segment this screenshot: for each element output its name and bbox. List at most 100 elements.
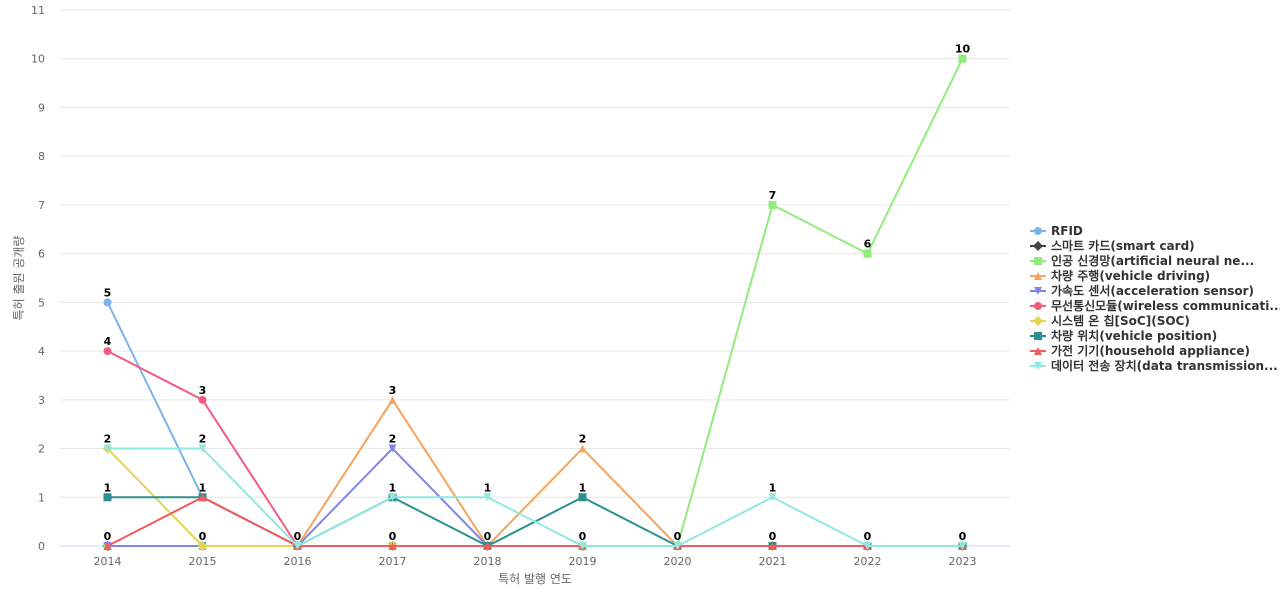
legend-label: RFID bbox=[1051, 224, 1083, 238]
data-label: 10 bbox=[955, 43, 971, 56]
legend-marker[interactable] bbox=[1034, 257, 1042, 265]
data-label: 1 bbox=[579, 481, 587, 494]
legend-label: 시스템 온 칩[SoC](SOC) bbox=[1051, 313, 1190, 328]
legend-item[interactable]: 무선통신모듈(wireless communicati... bbox=[1030, 298, 1280, 313]
legend-label: 가전 기기(household appliance) bbox=[1051, 343, 1250, 358]
legend-item[interactable]: 데이터 전송 장치(data transmission... bbox=[1030, 358, 1278, 373]
legend-marker[interactable] bbox=[1033, 316, 1043, 326]
data-point[interactable] bbox=[958, 542, 967, 550]
data-point[interactable] bbox=[673, 542, 682, 550]
legend-marker[interactable] bbox=[1034, 287, 1042, 295]
data-point[interactable] bbox=[388, 395, 397, 404]
data-label: 0 bbox=[579, 530, 587, 543]
y-tick-label: 8 bbox=[38, 150, 45, 163]
data-label: 0 bbox=[769, 530, 777, 543]
data-point[interactable] bbox=[863, 542, 872, 550]
data-point[interactable] bbox=[483, 542, 492, 550]
data-label: 2 bbox=[199, 433, 207, 446]
data-label: 1 bbox=[484, 481, 492, 494]
legend-label: 인공 신경망(artificial neural ne... bbox=[1051, 253, 1254, 268]
data-point[interactable] bbox=[578, 444, 587, 453]
data-point[interactable] bbox=[103, 542, 112, 550]
y-tick-label: 11 bbox=[31, 4, 45, 17]
gridlines bbox=[60, 9, 1010, 498]
data-point[interactable] bbox=[863, 249, 872, 258]
series-line bbox=[107, 496, 963, 547]
x-tick-label: 2021 bbox=[759, 555, 787, 568]
data-label: 2 bbox=[579, 433, 587, 446]
y-tick-label: 10 bbox=[31, 53, 45, 66]
x-axis-title: 특허 발행 연도 bbox=[498, 571, 572, 586]
legend-item[interactable]: 스마트 카드(smart card) bbox=[1030, 238, 1195, 253]
series-lines bbox=[102, 54, 968, 551]
data-label: 2 bbox=[389, 433, 397, 446]
data-point[interactable] bbox=[768, 493, 777, 502]
data-label: 3 bbox=[389, 384, 397, 397]
data-label: 6 bbox=[864, 238, 872, 251]
data-point[interactable] bbox=[578, 493, 587, 502]
data-label: 5 bbox=[104, 286, 112, 299]
data-point[interactable] bbox=[388, 542, 397, 550]
x-tick-label: 2018 bbox=[474, 555, 502, 568]
data-label: 0 bbox=[294, 530, 302, 543]
series-4 bbox=[103, 395, 967, 550]
data-point[interactable] bbox=[103, 347, 112, 356]
x-tick-label: 2020 bbox=[664, 555, 692, 568]
y-axis-title: 특허 출원 공개량 bbox=[12, 236, 26, 321]
x-tick-label: 2015 bbox=[189, 555, 217, 568]
data-point[interactable] bbox=[388, 493, 397, 502]
data-point[interactable] bbox=[958, 54, 967, 63]
y-tick-label: 5 bbox=[38, 296, 45, 309]
data-label: 2 bbox=[104, 433, 112, 446]
legend-item[interactable]: 시스템 온 칩[SoC](SOC) bbox=[1030, 313, 1190, 328]
legend-marker[interactable] bbox=[1034, 362, 1042, 370]
data-point[interactable] bbox=[198, 493, 207, 502]
legend-marker[interactable] bbox=[1033, 241, 1043, 251]
y-axis-ticks: 0 1 2 3 4 5 6 7 8 9 10 11 bbox=[31, 4, 45, 553]
series-10 bbox=[103, 444, 967, 550]
data-point[interactable] bbox=[103, 444, 112, 453]
data-point[interactable] bbox=[197, 541, 208, 551]
legend-marker[interactable] bbox=[1034, 227, 1042, 235]
data-point[interactable] bbox=[103, 298, 112, 307]
legend-item[interactable]: 가전 기기(household appliance) bbox=[1030, 343, 1250, 358]
data-label: 7 bbox=[769, 189, 777, 202]
data-point[interactable] bbox=[768, 542, 777, 550]
legend-item[interactable]: 인공 신경망(artificial neural ne... bbox=[1030, 253, 1254, 268]
legend-label: 데이터 전송 장치(data transmission... bbox=[1051, 358, 1278, 373]
data-point[interactable] bbox=[103, 493, 112, 502]
y-tick-label: 1 bbox=[38, 491, 45, 504]
legend-marker[interactable] bbox=[1034, 302, 1042, 310]
legend-item[interactable]: RFID bbox=[1030, 224, 1083, 238]
data-label: 0 bbox=[674, 530, 682, 543]
legend-item[interactable]: 차량 위치(vehicle position) bbox=[1030, 328, 1217, 343]
legend-marker[interactable] bbox=[1034, 332, 1042, 340]
x-tick-label: 2017 bbox=[379, 555, 407, 568]
y-tick-label: 7 bbox=[38, 199, 45, 212]
legend-item[interactable]: 차량 주행(vehicle driving) bbox=[1030, 268, 1210, 283]
y-tick-label: 4 bbox=[38, 345, 45, 358]
series-line bbox=[107, 447, 963, 547]
data-label: 1 bbox=[199, 481, 207, 494]
data-point[interactable] bbox=[198, 395, 207, 404]
data-point[interactable] bbox=[768, 200, 777, 209]
legend-label: 무선통신모듈(wireless communicati... bbox=[1051, 298, 1280, 313]
legend-marker[interactable] bbox=[1034, 272, 1042, 280]
y-tick-label: 3 bbox=[38, 394, 45, 407]
data-label: 0 bbox=[199, 530, 207, 543]
data-point[interactable] bbox=[293, 542, 302, 550]
y-tick-label: 0 bbox=[38, 540, 45, 553]
legend-label: 차량 주행(vehicle driving) bbox=[1051, 268, 1210, 283]
y-tick-label: 6 bbox=[38, 248, 45, 261]
legend-marker[interactable] bbox=[1034, 347, 1042, 355]
data-point[interactable] bbox=[198, 444, 207, 453]
series-line bbox=[107, 398, 963, 547]
y-tick-label: 9 bbox=[38, 101, 45, 114]
data-point[interactable] bbox=[388, 444, 397, 453]
legend-item[interactable]: 가속도 센서(acceleration sensor) bbox=[1030, 283, 1254, 298]
data-label: 0 bbox=[959, 530, 967, 543]
data-point[interactable] bbox=[578, 542, 587, 550]
data-point[interactable] bbox=[483, 493, 492, 502]
